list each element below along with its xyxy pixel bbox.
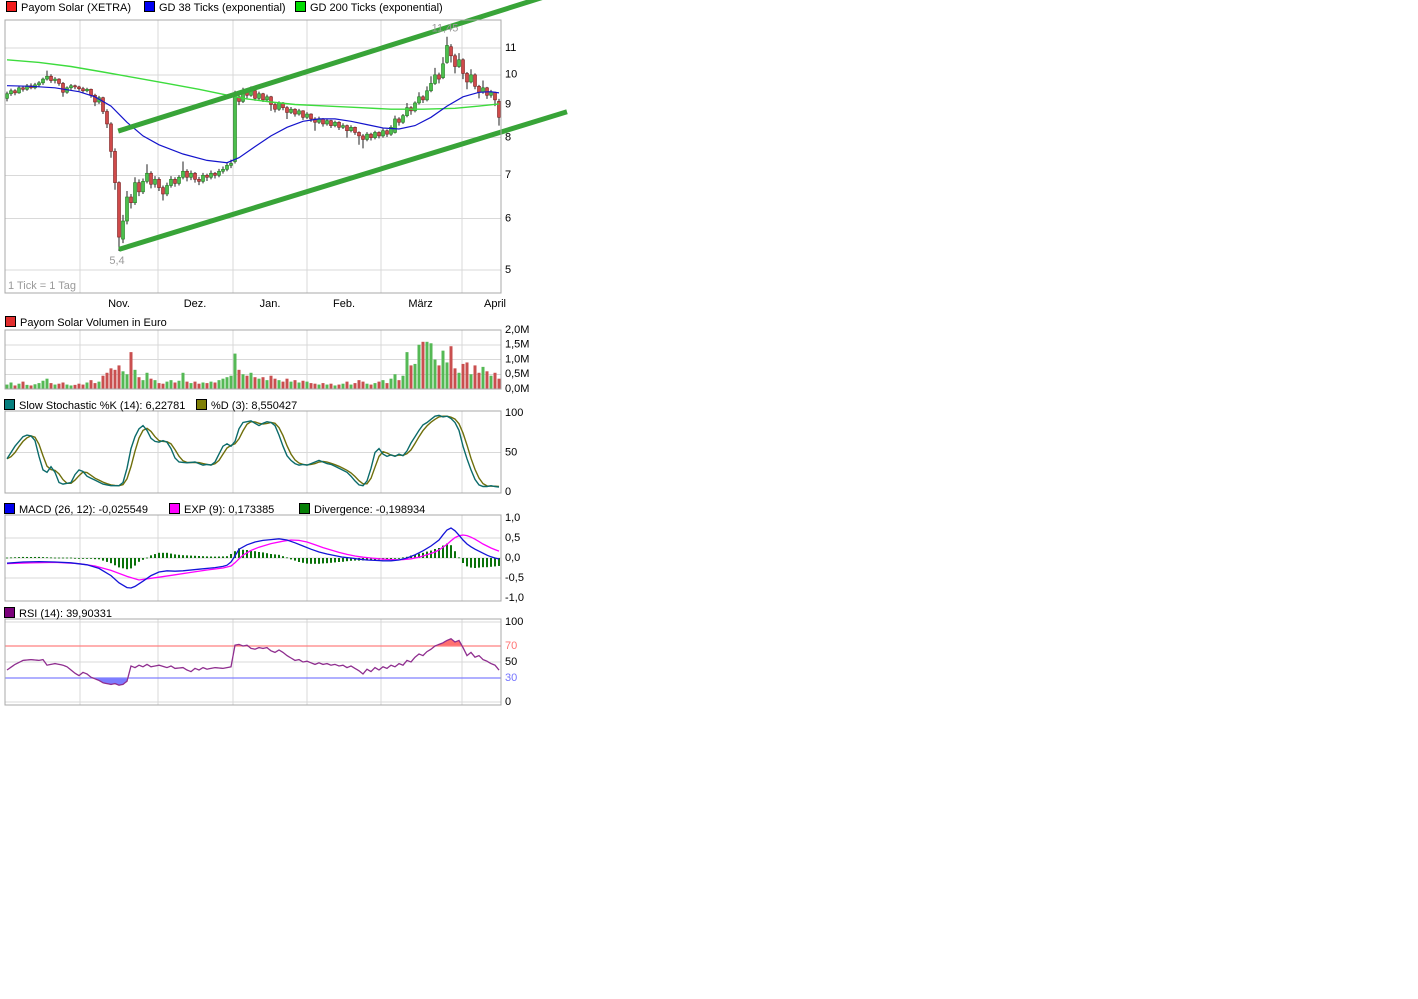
legend-item: Payom Solar (XETRA) (6, 1, 131, 14)
rsi-gridlines (5, 619, 501, 705)
stochastic-axis-labels: 100 50 0 (505, 407, 523, 498)
stochastic-tick-label: 50 (505, 446, 517, 458)
legend-item: MACD (26, 12): -0,025549 (4, 503, 148, 516)
price-tick-label: 8 (505, 132, 511, 144)
series-swatch-icon (144, 1, 155, 12)
volume-tick-label: 1,0M (505, 353, 529, 365)
legend-label: Payom Solar Volumen in Euro (20, 317, 167, 329)
price-plot-border (4, 19, 502, 294)
price-annotations: 11,45 5,4 1 Tick = 1 Tag (8, 23, 458, 292)
rsi-legend: RSI (14): 39,90331 (0, 607, 568, 620)
legend-item: %D (3): 8,550427 (196, 399, 297, 412)
tick-note: 1 Tick = 1 Tag (8, 280, 76, 292)
rsi-tick-label: 100 (505, 616, 523, 628)
series-swatch-icon (4, 399, 15, 410)
price-legend: Payom Solar (XETRA) GD 38 Ticks (exponent… (0, 1, 568, 14)
trend-channel (117, 0, 568, 252)
month-axis-labels: Nov. Dez. Jan. Feb. März April (108, 298, 506, 310)
month-label: Dez. (184, 298, 207, 310)
price-tick-label: 6 (505, 213, 511, 225)
macd-signal-line (6, 534, 500, 581)
volume-tick-label: 1,5M (505, 339, 529, 351)
series-swatch-icon (169, 503, 180, 514)
macd-tick-label: 0,0 (505, 552, 520, 564)
macd-legend: MACD (26, 12): -0,025549 EXP (9): 0,17338… (0, 503, 568, 516)
price-tick-label: 11 (505, 42, 516, 54)
month-label: April (484, 298, 506, 310)
legend-label: GD 38 Ticks (exponential) (159, 2, 286, 14)
month-label: Jan. (260, 298, 281, 310)
gd200-line (6, 59, 500, 110)
trend-channel-line (118, 109, 568, 252)
price-tick-label: 5 (505, 264, 511, 276)
price-tick-label: 10 (505, 69, 517, 81)
legend-label: RSI (14): 39,90331 (19, 608, 112, 620)
macd-plot-border (4, 514, 502, 602)
rsi-line (6, 638, 500, 686)
price-tick-label: 9 (505, 98, 511, 110)
volume-legend: Payom Solar Volumen in Euro (0, 316, 568, 329)
series-swatch-icon (4, 503, 15, 514)
macd-divergence-histogram (6, 543, 500, 570)
rsi-tick-label: 0 (505, 696, 511, 708)
volume-bars (5, 341, 501, 389)
series-swatch-icon (6, 1, 17, 12)
stochastic-tick-label: 0 (505, 486, 511, 498)
legend-item: Divergence: -0,198934 (299, 503, 425, 516)
stochastic-legend: Slow Stochastic %K (14): 6,22781 %D (3): … (0, 399, 568, 412)
legend-label: %D (3): 8,550427 (211, 400, 298, 412)
svg-text:11,45: 11,45 (432, 23, 459, 35)
gd38-line (6, 85, 500, 164)
rsi-tick-label: 30 (505, 672, 517, 684)
volume-tick-label: 0,5M (505, 368, 529, 380)
rsi-tick-label: 50 (505, 656, 517, 668)
legend-item: Slow Stochastic %K (14): 6,22781 (4, 399, 185, 412)
legend-label: Divergence: -0,198934 (314, 504, 426, 516)
macd-axis-labels: 1,0 0,5 0,0 -0,5 -1,0 (505, 512, 524, 604)
stochastic-tick-label: 100 (505, 407, 523, 419)
rsi-plot-border (4, 618, 502, 706)
series-swatch-icon (5, 316, 16, 327)
legend-item: GD 38 Ticks (exponential) (144, 1, 286, 14)
month-label: Nov. (108, 298, 130, 310)
month-label: Feb. (333, 298, 355, 310)
legend-item: RSI (14): 39,90331 (4, 607, 112, 620)
stochastic-plot-border (4, 410, 502, 494)
rsi-axis-labels: 100 70 50 30 0 (505, 616, 523, 708)
volume-plot-border (4, 329, 502, 390)
stochastic-k-line (6, 414, 500, 488)
macd-line (6, 527, 500, 589)
volume-tick-label: 2,0M (505, 324, 529, 336)
macd-tick-label: 0,5 (505, 532, 520, 544)
price-axis-labels: 11 10 9 8 7 6 5 (505, 42, 517, 276)
series-swatch-icon (295, 1, 306, 12)
rsi-tick-label: 70 (505, 640, 517, 652)
macd-tick-label: -0,5 (505, 572, 524, 584)
svg-text:5,4: 5,4 (109, 255, 124, 267)
series-swatch-icon (299, 503, 310, 514)
rsi-oversold-fill (7, 678, 499, 686)
legend-item: EXP (9): 0,173385 (169, 503, 274, 516)
trend-channel-line (117, 0, 543, 134)
stochastic-d-line (6, 415, 500, 488)
price-moving-averages (6, 59, 500, 164)
volume-tick-label: 0,0M (505, 383, 529, 395)
series-swatch-icon (4, 607, 15, 618)
stock-chart-image: 11 10 9 8 7 6 5 11,45 5,4 1 Tick = 1 Tag Nov. Dez. J… (4, 0, 568, 708)
price-tick-label: 7 (505, 169, 511, 181)
legend-label: GD 200 Ticks (exponential) (310, 2, 443, 14)
legend-item: GD 200 Ticks (exponential) (295, 1, 443, 14)
macd-tick-label: 1,0 (505, 512, 520, 524)
series-swatch-icon (196, 399, 207, 410)
legend-label: Slow Stochastic %K (14): 6,22781 (19, 400, 186, 412)
legend-label: MACD (26, 12): -0,025549 (19, 504, 149, 516)
legend-item: Payom Solar Volumen in Euro (5, 316, 167, 329)
legend-label: Payom Solar (XETRA) (21, 2, 132, 14)
volume-axis-labels: 2,0M 1,5M 1,0M 0,5M 0,0M (505, 324, 529, 395)
legend-label: EXP (9): 0,173385 (184, 504, 275, 516)
macd-tick-label: -1,0 (505, 592, 524, 604)
month-label: März (408, 298, 432, 310)
